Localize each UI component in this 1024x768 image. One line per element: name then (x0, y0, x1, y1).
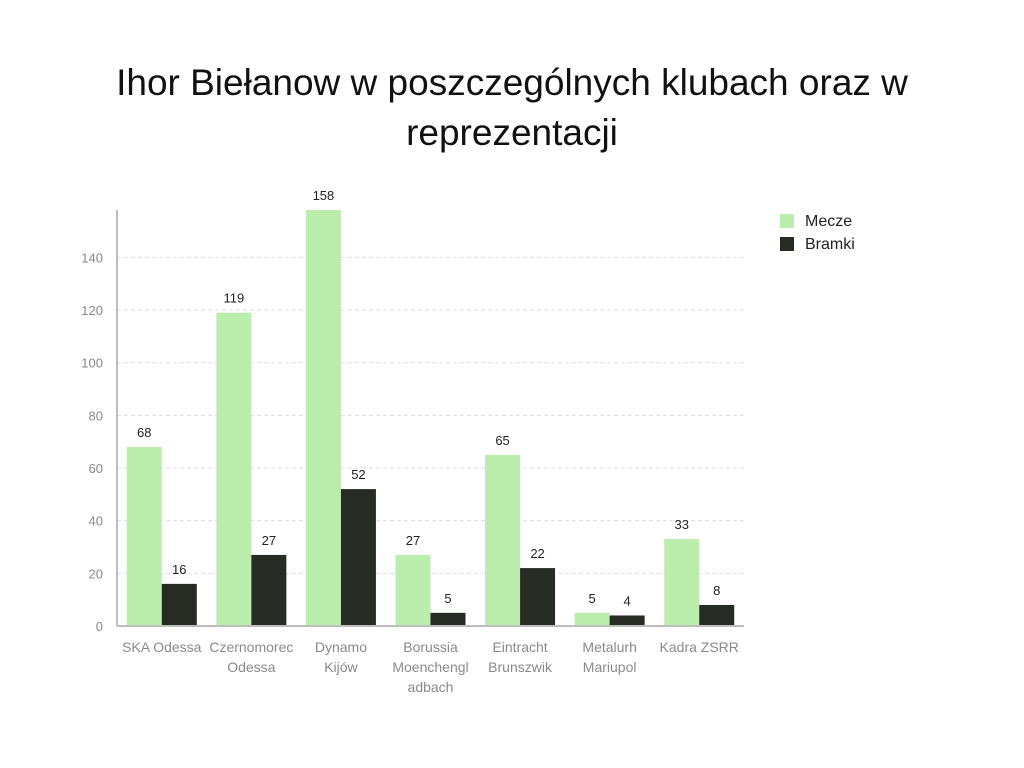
legend-label: Bramki (805, 236, 855, 253)
x-category-label: Dynamo (315, 639, 367, 655)
x-category-label: Metalurh (582, 639, 636, 655)
legend: Mecze Bramki (780, 213, 855, 253)
bar-mecze (485, 454, 521, 626)
y-tick-label: 80 (89, 408, 103, 423)
bar-bramki (161, 583, 197, 626)
bar-mecze (126, 446, 162, 626)
x-category-label: Borussia (403, 639, 458, 655)
bar-value-label: 22 (530, 546, 544, 561)
bar-bramki (251, 554, 287, 626)
y-tick-label: 40 (89, 514, 103, 529)
legend-swatch-mecze (780, 214, 794, 228)
bar-bramki (699, 604, 735, 626)
x-category-label: Eintracht (492, 639, 547, 655)
bar-value-label: 5 (444, 591, 451, 606)
bar-bramki (340, 489, 376, 626)
bar-value-label: 4 (624, 593, 631, 608)
bar-value-label: 158 (313, 188, 335, 203)
bar-value-label: 119 (223, 291, 244, 306)
bar-bramki (520, 568, 556, 626)
bar-value-label: 68 (137, 425, 151, 440)
bar-mecze (216, 312, 252, 626)
value-labels: 68 16 119 27 158 52 27 5 65 22 5 4 33 8 (137, 188, 720, 608)
bar-value-label: 27 (262, 533, 276, 548)
bar-value-label: 8 (713, 583, 720, 598)
x-category-label: Czernomorec (209, 639, 293, 655)
bars (126, 210, 735, 626)
chart-title: Ihor Biełanow w poszczególnych klubach o… (116, 62, 908, 153)
y-tick-label: 20 (89, 566, 103, 581)
legend-label: Mecze (805, 213, 852, 230)
legend-swatch-bramki (780, 237, 794, 251)
x-category-label: Moenchengl (392, 659, 468, 675)
x-category-label: Kadra ZSRR (660, 639, 739, 655)
y-tick-label: 0 (96, 619, 103, 634)
bar-value-label: 33 (674, 517, 688, 532)
x-category-label: SKA Odessa (122, 639, 202, 655)
y-axis: 0 20 40 60 80 100 120 140 (81, 210, 118, 634)
y-tick-label: 140 (81, 250, 103, 265)
bar-bramki (430, 612, 466, 626)
y-tick-label: 120 (81, 303, 103, 318)
x-category-label: Kijów (324, 659, 358, 675)
bar-mecze (574, 612, 610, 626)
x-axis: SKA Odessa Czernomorec Odessa Dynamo Kijów Bo… (117, 625, 744, 695)
x-category-label: Brunszwik (488, 659, 553, 675)
x-category-label: Mariupol (583, 659, 637, 675)
bar-value-label: 27 (406, 533, 420, 548)
gridlines (117, 256, 744, 574)
x-category-label: adbach (408, 679, 454, 695)
bar-bramki (609, 615, 645, 626)
bar-value-label: 16 (172, 562, 186, 577)
y-tick-label: 60 (89, 461, 103, 476)
bar-mecze (305, 210, 341, 626)
bar-mecze (395, 554, 431, 626)
bar-value-label: 52 (351, 467, 365, 482)
bar-value-label: 5 (589, 591, 596, 606)
bar-mecze (664, 539, 700, 626)
bar-value-label: 65 (495, 433, 509, 448)
x-category-label: Odessa (227, 659, 275, 675)
y-tick-label: 100 (81, 356, 103, 371)
